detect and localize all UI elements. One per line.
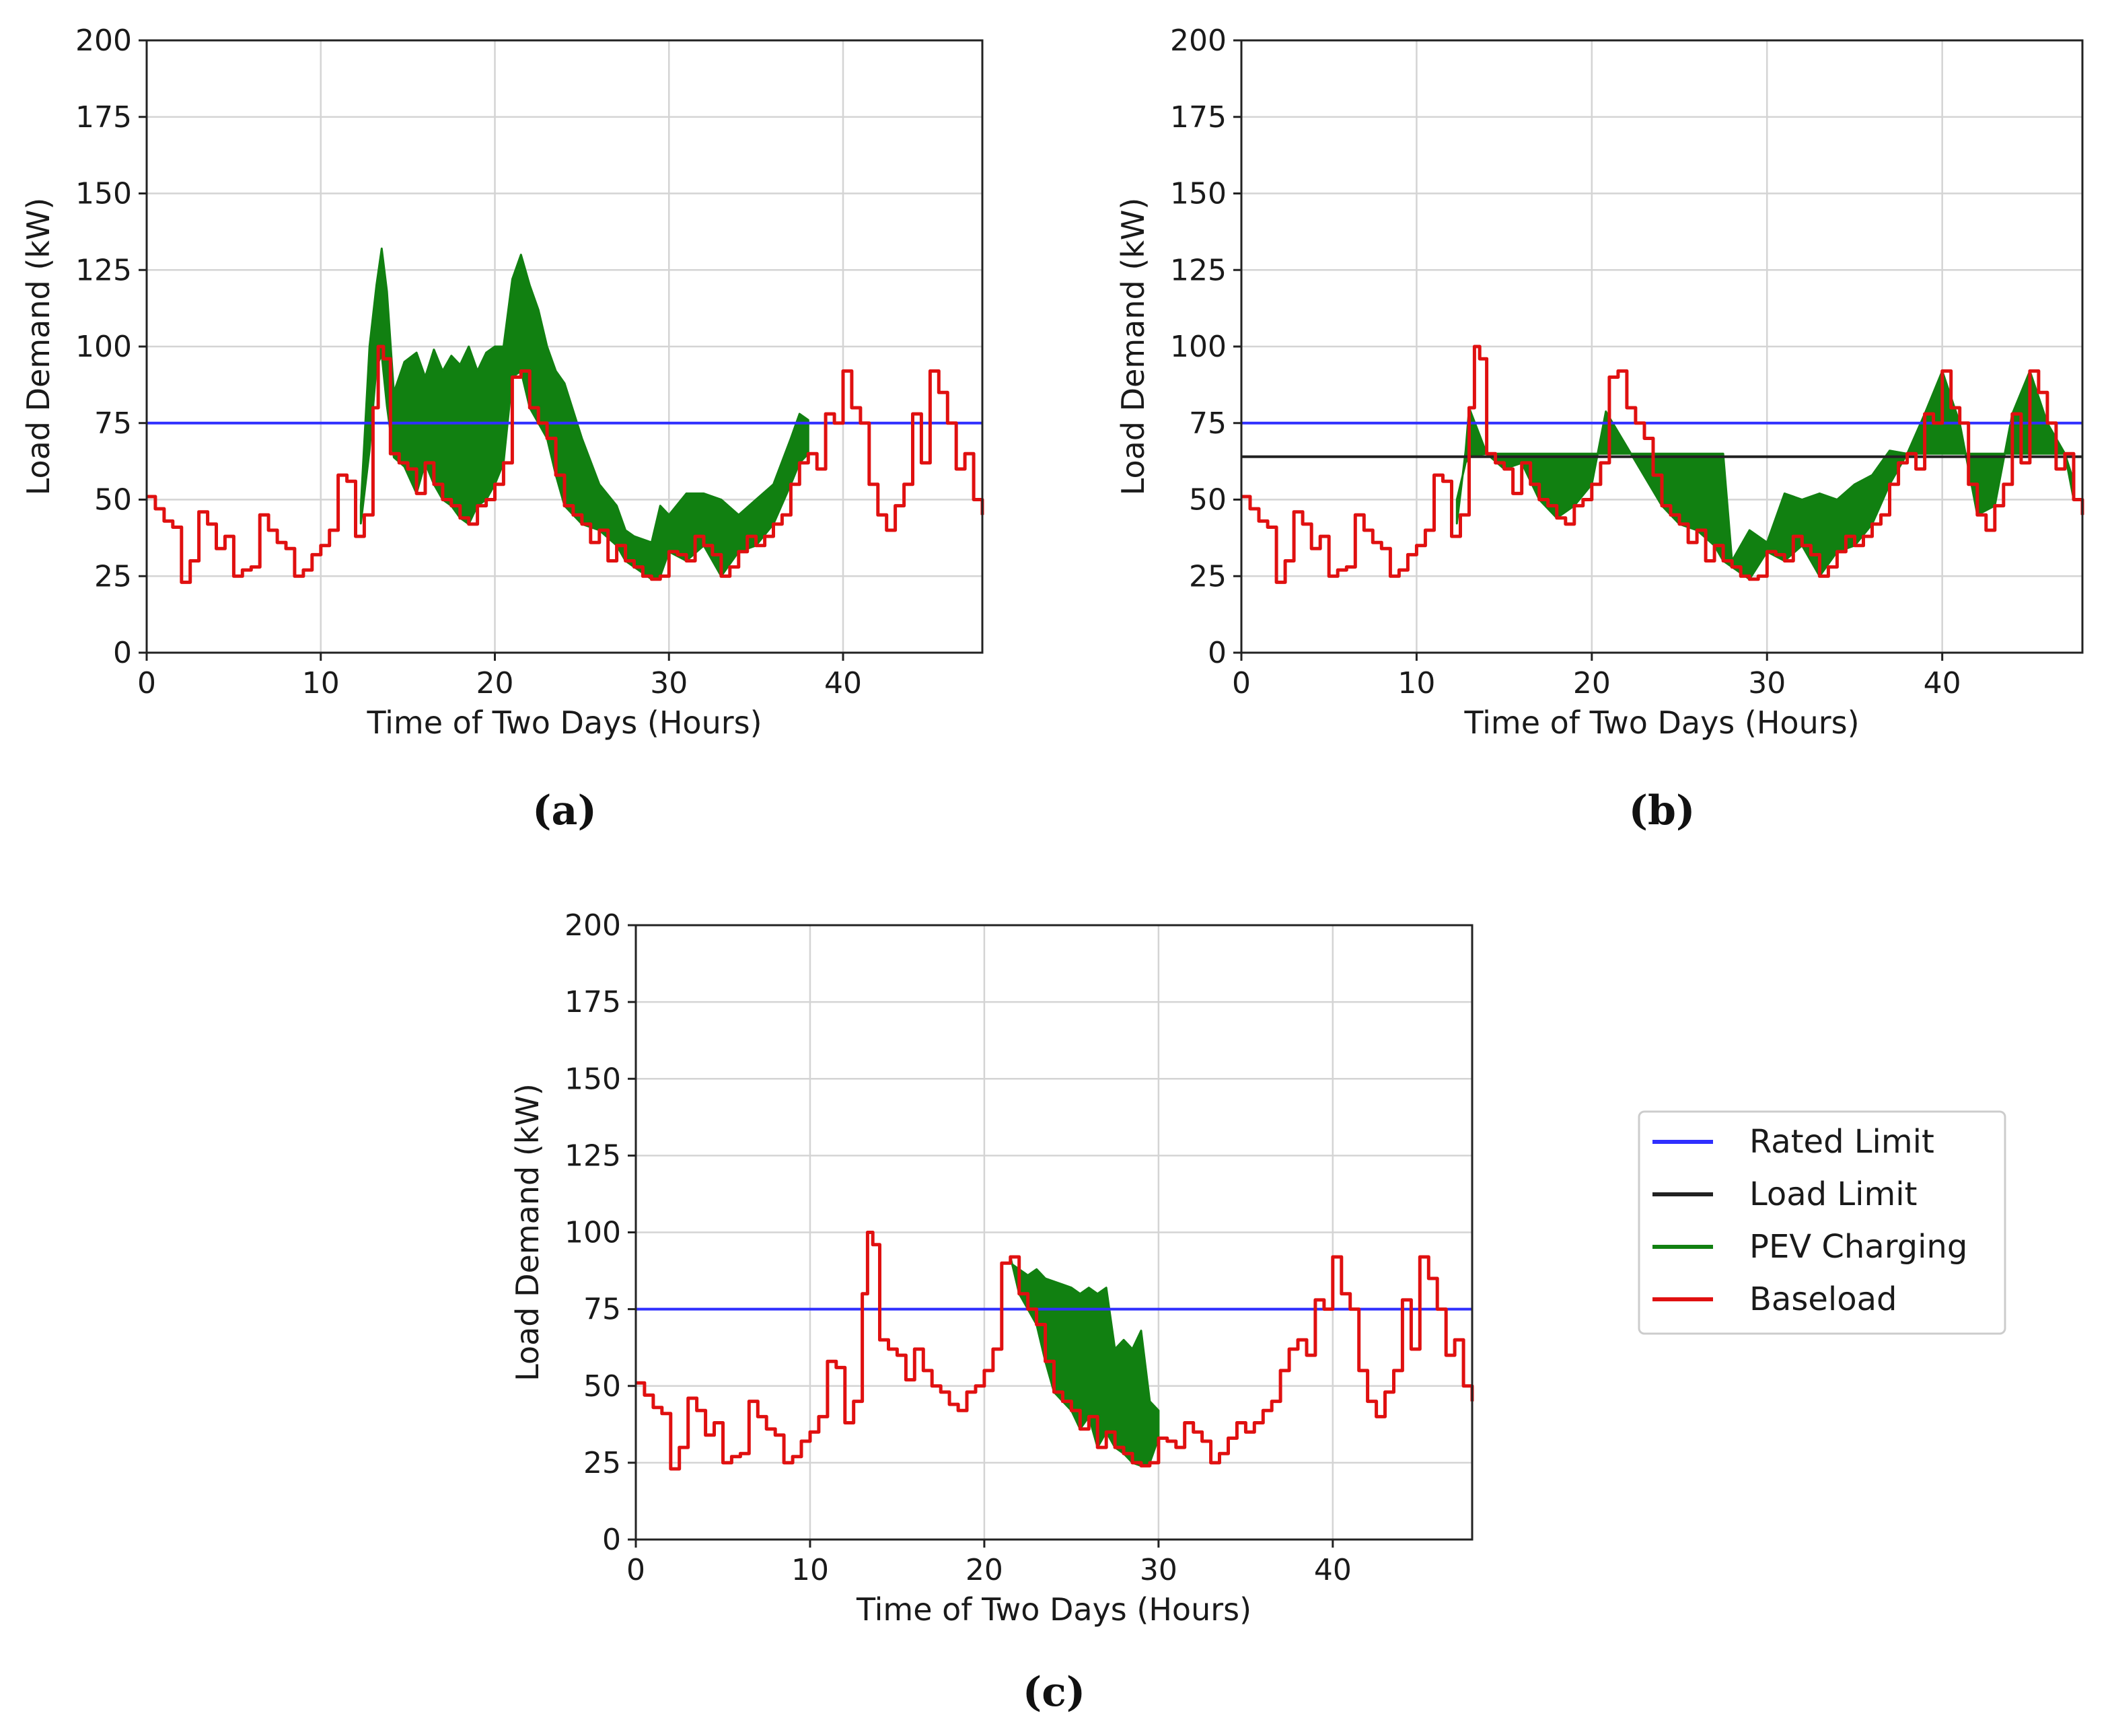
y-axis-label: Load Demand (kW) bbox=[1115, 198, 1151, 496]
y-tick-label: 0 bbox=[113, 636, 132, 670]
y-tick-label: 50 bbox=[583, 1369, 621, 1404]
y-tick-label: 150 bbox=[75, 177, 132, 211]
y-tick-label: 100 bbox=[1170, 330, 1227, 364]
x-tick-label: 30 bbox=[1140, 1553, 1177, 1587]
x-tick-label: 10 bbox=[791, 1553, 829, 1587]
y-axis-label: Load Demand (kW) bbox=[20, 198, 57, 496]
panel-label: (c) bbox=[1023, 1669, 1085, 1716]
y-tick-label: 175 bbox=[75, 100, 132, 135]
legend-box bbox=[1638, 1110, 2006, 1335]
y-tick-label: 200 bbox=[1170, 24, 1227, 58]
y-tick-label: 0 bbox=[602, 1523, 621, 1557]
x-tick-label: 20 bbox=[1573, 666, 1611, 700]
y-axis-label: Load Demand (kW) bbox=[509, 1083, 546, 1381]
x-tick-label: 20 bbox=[966, 1553, 1003, 1587]
y-tick-label: 100 bbox=[565, 1216, 621, 1250]
x-tick-label: 0 bbox=[1232, 666, 1251, 700]
y-tick-label: 0 bbox=[1208, 636, 1227, 670]
y-tick-label: 25 bbox=[583, 1446, 621, 1480]
x-axis-label: Time of Two Days (Hours) bbox=[856, 1591, 1251, 1628]
y-tick-label: 200 bbox=[75, 24, 132, 58]
y-tick-label: 125 bbox=[75, 253, 132, 287]
series-baseload bbox=[1241, 345, 2084, 584]
chart-panel-3: 0 10 20 30 40 0 25 50 75 100 125 150 175 200 Time of T… bbox=[509, 908, 1474, 1716]
y-tick-label: 150 bbox=[1170, 177, 1227, 211]
x-tick-label: 30 bbox=[1748, 666, 1786, 700]
y-tick-label: 100 bbox=[75, 330, 132, 364]
legend-label-load-limit: Load Limit bbox=[1749, 1176, 1917, 1213]
y-tick-label: 75 bbox=[94, 406, 132, 441]
y-tick-label: 150 bbox=[565, 1062, 621, 1096]
legend-label-pev-charging: PEV Charging bbox=[1749, 1228, 1967, 1266]
y-tick-label: 25 bbox=[1189, 559, 1227, 593]
y-tick-label: 50 bbox=[94, 483, 132, 517]
panel-label: (b) bbox=[1629, 787, 1696, 834]
panel-label: (a) bbox=[532, 787, 597, 834]
y-tick-label: 75 bbox=[1189, 406, 1227, 441]
chart-panel-2: 0 10 20 30 40 0 25 50 75 100 125 150 175 200 Time of T… bbox=[1115, 24, 2084, 834]
x-tick-label: 10 bbox=[302, 666, 340, 700]
y-tick-label: 75 bbox=[583, 1293, 621, 1327]
legend: Rated Limit Load Limit PEV Charging Base… bbox=[1638, 1110, 2006, 1335]
x-tick-label: 40 bbox=[824, 666, 862, 700]
series-baseload bbox=[636, 1231, 1474, 1471]
y-tick-label: 175 bbox=[1170, 100, 1227, 135]
x-tick-label: 20 bbox=[476, 666, 514, 700]
x-tick-label: 30 bbox=[650, 666, 688, 700]
y-tick-label: 50 bbox=[1189, 483, 1227, 517]
x-tick-label: 10 bbox=[1397, 666, 1435, 700]
y-tick-label: 175 bbox=[565, 985, 621, 1019]
x-tick-label: 0 bbox=[626, 1553, 645, 1587]
legend-label-baseload: Baseload bbox=[1749, 1280, 1897, 1318]
x-tick-label: 40 bbox=[1314, 1553, 1352, 1587]
y-tick-label: 125 bbox=[1170, 253, 1227, 287]
y-tick-label: 200 bbox=[565, 908, 621, 943]
x-tick-label: 40 bbox=[1924, 666, 1961, 700]
y-tick-label: 125 bbox=[565, 1138, 621, 1173]
series-baseload bbox=[147, 345, 984, 584]
chart-panel-1: 0 10 20 30 40 0 25 50 75 100 125 150 175 200 Time of T… bbox=[20, 24, 984, 834]
x-axis-label: Time of Two Days (Hours) bbox=[366, 704, 762, 741]
x-axis-label: Time of Two Days (Hours) bbox=[1463, 704, 1859, 741]
y-tick-label: 25 bbox=[94, 559, 132, 593]
x-tick-label: 0 bbox=[137, 666, 156, 700]
legend-label-rated-limit: Rated Limit bbox=[1749, 1123, 1934, 1161]
